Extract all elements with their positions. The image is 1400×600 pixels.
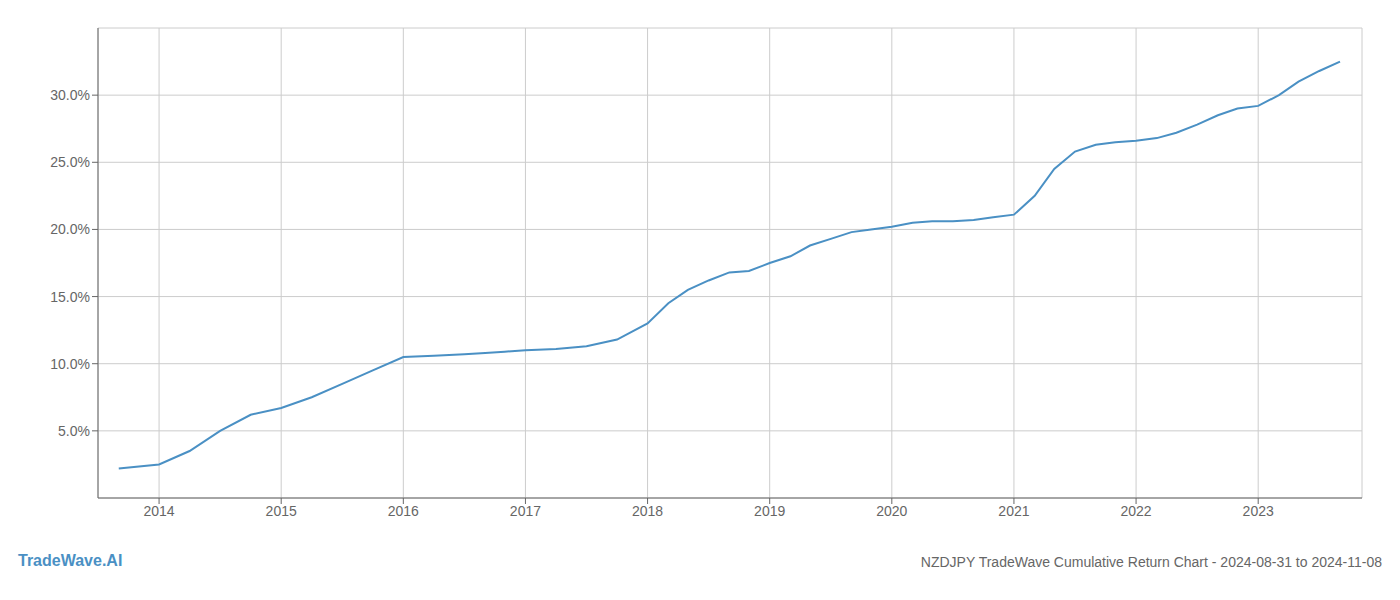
svg-text:2021: 2021	[998, 503, 1029, 519]
svg-text:2020: 2020	[876, 503, 907, 519]
html-text:NZDJPY TradeWave Cumulative Re: NZDJPY TradeWave Cumulative Return Chart…	[920, 554, 1382, 570]
svg-text:2014: 2014	[143, 503, 174, 519]
svg-text:25.0%: 25.0%	[50, 154, 90, 170]
svg-text:15.0%: 15.0%	[50, 289, 90, 305]
svg-text:2016: 2016	[388, 503, 419, 519]
html-text:TradeWave.AI: TradeWave.AI	[18, 552, 123, 569]
svg-text:10.0%: 10.0%	[50, 356, 90, 372]
svg-text:2015: 2015	[266, 503, 297, 519]
svg-text:20.0%: 20.0%	[50, 221, 90, 237]
svg-text:2017: 2017	[510, 503, 541, 519]
svg-text:2019: 2019	[754, 503, 785, 519]
svg-text:5.0%: 5.0%	[58, 423, 90, 439]
svg-text:2022: 2022	[1120, 503, 1151, 519]
svg-text:2023: 2023	[1243, 503, 1274, 519]
svg-text:30.0%: 30.0%	[50, 87, 90, 103]
svg-text:2018: 2018	[632, 503, 663, 519]
